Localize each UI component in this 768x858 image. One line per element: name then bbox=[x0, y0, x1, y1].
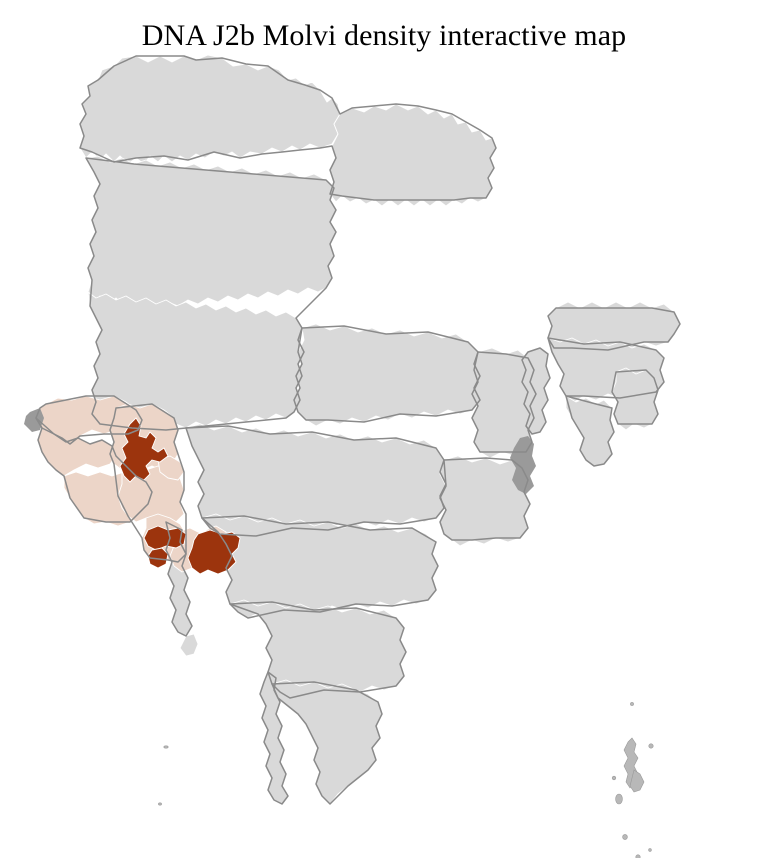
district-thane[interactable] bbox=[147, 547, 169, 569]
island-nicobar-mid[interactable] bbox=[622, 834, 628, 840]
state-boundary-layer bbox=[35, 55, 681, 805]
state-boundary-gujarat bbox=[35, 417, 153, 523]
state-boundary bbox=[85, 157, 337, 431]
state-boundary bbox=[201, 515, 439, 619]
island-lakshadweep[interactable] bbox=[163, 745, 169, 749]
india-district-map[interactable] bbox=[0, 52, 768, 858]
district-region[interactable] bbox=[611, 367, 659, 431]
base-district-layer[interactable] bbox=[79, 54, 681, 805]
state-boundary bbox=[293, 325, 481, 423]
district-region[interactable] bbox=[179, 633, 199, 657]
state-boundary bbox=[259, 671, 289, 805]
island-shape[interactable] bbox=[630, 702, 634, 706]
state-boundary bbox=[565, 395, 615, 467]
page-title: DNA J2b Molvi density interactive map bbox=[141, 19, 627, 52]
state-boundary bbox=[439, 457, 531, 541]
district-ahmedabad[interactable] bbox=[119, 417, 169, 483]
island-shape[interactable] bbox=[648, 848, 652, 852]
island-lakshadweep[interactable] bbox=[158, 802, 162, 806]
district-ahmednagar[interactable] bbox=[187, 529, 241, 575]
island-nicobar-north[interactable] bbox=[615, 793, 623, 805]
island-nicobar-south[interactable] bbox=[635, 854, 641, 858]
state-boundary bbox=[271, 681, 383, 805]
state-boundary bbox=[547, 307, 681, 351]
interactive-map-canvas[interactable] bbox=[0, 52, 768, 858]
state-boundary bbox=[165, 521, 193, 637]
state-boundary-gujarat bbox=[109, 403, 187, 563]
state-boundary bbox=[79, 55, 497, 201]
coastal-shadow bbox=[24, 408, 44, 432]
district-valsad[interactable] bbox=[143, 525, 187, 551]
high-density-layer[interactable] bbox=[119, 417, 241, 575]
state-boundary bbox=[471, 351, 537, 453]
state-boundary bbox=[185, 425, 447, 537]
district-region[interactable] bbox=[157, 455, 185, 481]
island-shape[interactable] bbox=[648, 743, 654, 749]
state-boundary bbox=[611, 369, 659, 425]
district-region[interactable] bbox=[85, 155, 337, 309]
coastal-shadow bbox=[510, 436, 536, 494]
state-boundary bbox=[521, 347, 551, 435]
island-layer[interactable] bbox=[158, 702, 660, 858]
district-region[interactable] bbox=[293, 323, 481, 427]
island-shape[interactable] bbox=[611, 775, 617, 781]
state-boundary bbox=[547, 337, 665, 399]
island-andaman-south[interactable] bbox=[629, 769, 645, 793]
